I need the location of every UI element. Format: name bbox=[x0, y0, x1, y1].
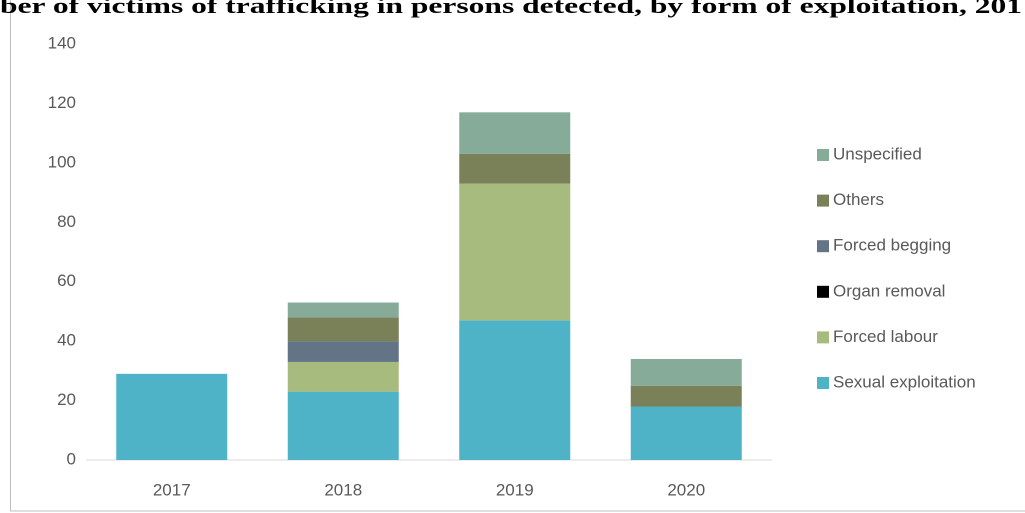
y-tick-label: 140 bbox=[48, 33, 76, 52]
y-tick-label: 80 bbox=[57, 212, 76, 231]
legend-label: Forced labour bbox=[833, 327, 938, 346]
bar-segment bbox=[116, 373, 228, 460]
y-tick-label: 20 bbox=[57, 390, 76, 409]
bar-segment bbox=[459, 153, 571, 184]
x-tick-label: 2019 bbox=[496, 480, 534, 499]
legend-label: Others bbox=[833, 190, 884, 209]
chart-frame bbox=[10, 0, 1025, 512]
bar-segment bbox=[287, 391, 399, 460]
bar-segment bbox=[287, 361, 399, 392]
x-tick-label: 2018 bbox=[324, 480, 362, 499]
y-tick-label: 0 bbox=[67, 449, 76, 468]
x-tick-label: 2020 bbox=[667, 480, 705, 499]
legend-swatch bbox=[817, 240, 829, 253]
legend-label: Organ removal bbox=[833, 281, 945, 300]
legend-swatch bbox=[817, 149, 829, 161]
x-tick-label: 2017 bbox=[153, 480, 191, 499]
legend-label: Forced begging bbox=[833, 236, 951, 255]
bar-segment bbox=[630, 358, 742, 386]
bar-segment bbox=[459, 112, 571, 154]
legend-swatch bbox=[817, 377, 829, 389]
bar-segment bbox=[287, 317, 399, 342]
y-tick-label: 40 bbox=[57, 331, 76, 350]
y-tick-label: 60 bbox=[57, 271, 76, 290]
legend-label: Unspecified bbox=[833, 144, 922, 163]
legend-swatch bbox=[817, 331, 829, 344]
y-tick-label: 100 bbox=[48, 152, 76, 171]
bar-segment bbox=[459, 320, 571, 460]
legend-label: Sexual exploitation bbox=[833, 372, 976, 391]
legend-swatch bbox=[817, 285, 829, 298]
bar-segment bbox=[287, 302, 399, 318]
bar-segment bbox=[630, 385, 742, 407]
bar-segment bbox=[287, 341, 399, 362]
chart-title: ber of victims of trafficking in persons… bbox=[0, 0, 1022, 18]
bar-segment bbox=[630, 406, 742, 460]
legend-swatch bbox=[817, 194, 829, 207]
bar-segment bbox=[459, 183, 571, 321]
y-tick-label: 120 bbox=[48, 93, 76, 112]
